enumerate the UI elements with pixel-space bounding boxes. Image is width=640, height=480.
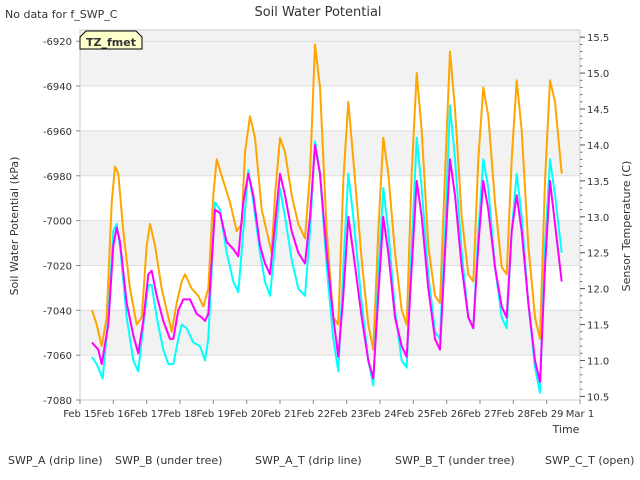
y-left-tick-labels: -7080 -7060 -7040 -7020 -7000 -6980 -6960 -6940… xyxy=(43,37,80,407)
x-tick-label: Feb 28 xyxy=(497,409,531,420)
x-tick-label: Feb 19 xyxy=(197,409,231,420)
y-left-tick-label: -6960 xyxy=(43,127,72,138)
x-tick-label: Mar 1 xyxy=(566,409,594,420)
x-tick-label: Feb 20 xyxy=(230,409,264,420)
x-tick-label: Feb 15 xyxy=(63,409,97,420)
y-left-tick-label: -7000 xyxy=(43,217,72,228)
legend-item: SWP_B (under tree) xyxy=(115,454,222,467)
plot-frame xyxy=(79,29,581,401)
x-tick-label: Feb 26 xyxy=(430,409,464,420)
y-right-tick-label: 13.0 xyxy=(587,213,609,224)
y-left-tick-label: -6920 xyxy=(43,37,72,48)
tz-badge[interactable]: TZ_fmet xyxy=(79,30,143,50)
chart-title: Soil Water Potential xyxy=(254,5,381,20)
y-left-tick-label: -7020 xyxy=(43,261,72,272)
legend-item: SWP_A (drip line) xyxy=(8,454,103,467)
y-axis-right-label: Sensor Temperature (C) xyxy=(620,161,633,292)
x-tick-label: Feb 25 xyxy=(397,409,431,420)
x-tick-label: Feb 16 xyxy=(97,409,131,420)
y-right-tick-label: 10.5 xyxy=(587,392,609,403)
y-right-tick-labels: 10.5 11.0 11.5 12.0 12.5 13.0 13.5 14.0 14.5 15.0… xyxy=(580,33,609,403)
x-tick-label: Feb 17 xyxy=(130,409,164,420)
x-tick-label: Feb 24 xyxy=(363,409,397,420)
y-right-tick-label: 11.5 xyxy=(587,321,609,332)
x-axis-label: Time xyxy=(552,423,580,436)
x-tick-label: Feb 29 xyxy=(530,409,564,420)
y-right-tick-label: 15.5 xyxy=(587,33,609,44)
series-line xyxy=(91,144,563,383)
no-data-note: No data for f_SWP_C xyxy=(5,8,118,21)
grid-band xyxy=(80,130,580,176)
y-right-tick-label: 13.5 xyxy=(587,177,609,188)
legend-item: SWP_A_T (drip line) xyxy=(255,454,362,467)
series-line xyxy=(91,43,563,351)
y-left-tick-label: -7040 xyxy=(43,306,72,317)
grid-band xyxy=(80,30,580,42)
y-left-tick-label: -7080 xyxy=(43,396,72,407)
tz-badge-shape xyxy=(79,30,143,50)
y-left-tick-label: -6980 xyxy=(43,172,72,183)
x-tick-label: Feb 21 xyxy=(263,409,297,420)
legend-item: SWP_C_T (open) xyxy=(545,454,634,467)
legend: SWP_A (drip line) SWP_B (under tree) SWP_A… xyxy=(8,454,634,467)
series-lines xyxy=(91,43,563,394)
legend-item: SWP_B_T (under tree) xyxy=(395,454,515,467)
y-right-tick-label: 11.0 xyxy=(587,356,609,367)
legend-label: SWP_A (drip line) xyxy=(8,454,103,467)
y-right-tick-label: 14.0 xyxy=(587,141,609,152)
x-tick-label: Feb 18 xyxy=(163,409,197,420)
y-right-tick-label: 14.5 xyxy=(587,105,609,116)
legend-label: SWP_C_T (open) xyxy=(545,454,634,467)
legend-label: SWP_B_T (under tree) xyxy=(395,454,515,467)
y-left-tick-label: -7060 xyxy=(43,351,72,362)
legend-label: SWP_A_T (drip line) xyxy=(255,454,362,467)
x-tick-label: Feb 23 xyxy=(330,409,364,420)
x-tick-label: Feb 22 xyxy=(297,409,331,420)
y-right-tick-label: 12.5 xyxy=(587,249,609,260)
y-axis-left-label: Soil Water Potential (kPa) xyxy=(8,157,21,296)
x-tick-labels: Feb 15 Feb 16 Feb 17 Feb 18 Feb 19 Feb 20 Feb … xyxy=(63,400,594,420)
y-right-tick-label: 15.0 xyxy=(587,69,609,80)
y-right-tick-label: 12.0 xyxy=(587,285,609,296)
legend-label: SWP_B (under tree) xyxy=(115,454,222,467)
grid-band xyxy=(80,41,580,87)
y-left-tick-label: -6940 xyxy=(43,82,72,93)
grid-band xyxy=(80,310,580,356)
tz-badge-label: TZ_fmet xyxy=(86,36,136,49)
x-tick-label: Feb 27 xyxy=(463,409,497,420)
